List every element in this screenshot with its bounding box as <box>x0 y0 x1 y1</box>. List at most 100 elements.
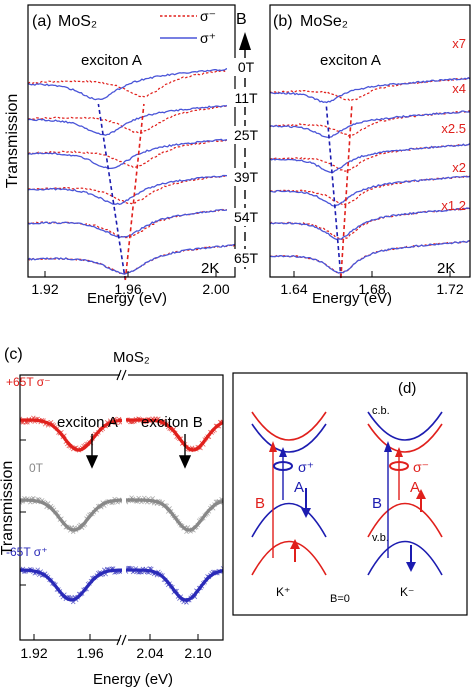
exciton-a-arrow-head <box>85 455 99 469</box>
panel-b: 1.64 1.68 1.72 (b) MoSe₂ exciton A 2K Ener… <box>269 4 471 307</box>
scale-factor-2: x2.5 <box>441 121 466 136</box>
series-minus65-label: -65T σ⁺ <box>6 545 48 559</box>
field-axis-marker: B <box>236 11 247 28</box>
panel-d: (d) c.b. v.b. K⁺ B=0 K⁻ B A σ⁺ <box>232 372 468 616</box>
kplus-label-b: B <box>255 495 265 512</box>
kminus-polarization-ring <box>389 461 409 471</box>
sigma-minus-curve-undefined5 <box>28 68 235 98</box>
c-x-tick-label-2: 2.04 <box>136 645 163 661</box>
kplus-cb-upper <box>251 411 327 441</box>
exciton-arrows <box>85 434 192 469</box>
panel-b-guide-lines <box>325 105 353 279</box>
panel-a-ylabel: Transmission <box>4 94 21 189</box>
kplus-spin-down-arrow-icon <box>301 508 311 518</box>
panel-c-left-data <box>20 415 122 605</box>
kminus-vb-lower <box>367 540 443 576</box>
field-label-bg-0 <box>227 249 265 267</box>
guide-sigma-plus <box>325 105 342 279</box>
fit-line-1-1 <box>126 498 223 532</box>
panel-b-label: (b) <box>273 13 293 30</box>
panel-a-annotation: exciton A <box>81 52 142 69</box>
guide-sigma-minus <box>340 105 353 279</box>
axis-break-marks <box>116 369 127 646</box>
field-label-bg-2 <box>227 168 265 186</box>
scale-factor-4: x1.2 <box>441 198 466 213</box>
cb-label: c.b. <box>372 405 390 417</box>
panel-b-ticks: 1.64 1.68 1.72 <box>280 271 464 297</box>
panel-b-curves <box>270 76 470 275</box>
c-x-tick-label-0: 1.92 <box>20 645 47 661</box>
valley-k-minus: K⁻ <box>400 585 414 599</box>
kplus-polarization-ring <box>273 461 293 471</box>
series-plus65-label: +65T σ⁻ <box>6 375 51 389</box>
panel-b-frame <box>269 4 471 278</box>
field-label-bg-3 <box>227 126 265 144</box>
sigma-minus-curve-undefined1 <box>270 207 470 241</box>
x-tick-label-0: 1.64 <box>280 281 307 297</box>
sigma-minus-curve-undefined2 <box>270 175 470 206</box>
legend-sigma-plus: σ⁺ <box>200 30 216 46</box>
kplus-spin-up-arrow-icon <box>290 539 300 549</box>
sigma-plus-curve-3 <box>270 142 470 174</box>
field-arrow-icon <box>239 32 251 50</box>
panel-d-label: (d) <box>398 380 416 397</box>
fit-line-2-1 <box>126 568 223 602</box>
field-label-4: 11T <box>234 90 258 106</box>
kminus-label-a: A <box>410 479 420 496</box>
panel-c-right-data <box>126 416 223 605</box>
panel-a-ticks: 1.92 1.96 2.00 <box>31 271 230 297</box>
panel-c-annotation-a: exciton A <box>57 414 118 431</box>
panel-c-ylabel: Transmission <box>0 461 16 556</box>
vb-label: v.b. <box>372 532 389 544</box>
panel-c-annotation-b: exciton B <box>141 414 203 431</box>
panel-a-temperature: 2K <box>201 260 219 277</box>
panel-a-label: (a) <box>32 13 52 30</box>
guide-sigma-minus <box>124 103 145 281</box>
scale-factor-3: x2 <box>452 160 466 175</box>
sigma-plus-curve-2 <box>28 174 235 205</box>
guide-sigma-plus <box>97 103 127 281</box>
legend-sigma-minus: σ⁻ <box>200 8 216 24</box>
panel-b-annotation: exciton A <box>320 52 381 69</box>
sigma-minus-curve-undefined2 <box>28 174 235 205</box>
x-tick-label-0: 1.92 <box>31 281 58 297</box>
sigma-minus-curve-undefined3 <box>28 138 235 168</box>
sigma-minus-curve-undefined4 <box>28 104 235 134</box>
fit-line-2-0 <box>20 568 122 602</box>
sigma-minus-curve-undefined3 <box>270 143 470 172</box>
kplus-label-a: A <box>294 479 304 496</box>
kplus-transition-b-arrow-icon <box>269 441 277 452</box>
panel-c-label: (c) <box>4 346 23 363</box>
kplus-cb-lower <box>251 423 327 453</box>
sigma-plus-curve-1 <box>270 207 470 241</box>
field-label-bg-5 <box>227 58 265 76</box>
field-label-2: 39T <box>234 169 259 185</box>
kminus-label-b: B <box>372 495 382 512</box>
panel-b-xlabel: Energy (eV) <box>312 290 392 307</box>
panel-d-frame <box>232 372 468 616</box>
kplus-vb-upper <box>251 502 327 538</box>
field-label-0: 65T <box>234 250 259 266</box>
series-zero-label: 0T <box>29 461 44 475</box>
valley-k-plus: K⁺ <box>276 585 290 599</box>
sigma-minus-curve-undefined4 <box>270 110 470 137</box>
panel-b-temperature: 2K <box>437 260 455 277</box>
c-x-tick-label-3: 2.10 <box>184 645 211 661</box>
kplus-transition-a-arrow-icon <box>279 447 287 457</box>
field-label-column: B 65T 54T 39T 25T 11T 0T <box>227 11 265 270</box>
field-label-1: 54T <box>234 209 259 225</box>
kminus-spin-down-arrow-icon <box>406 562 416 572</box>
panel-a-curves <box>28 67 235 275</box>
fit-line-0-1 <box>126 418 223 452</box>
kplus-label-sigma: σ⁺ <box>298 459 314 475</box>
kplus-vb-lower <box>251 540 327 576</box>
sigma-plus-curve-4 <box>270 110 470 139</box>
field-label-bg-4 <box>227 89 265 107</box>
scale-factor-1: x4 <box>452 81 466 96</box>
sigma-plus-curve-0 <box>270 240 470 274</box>
kminus-cb-lower <box>367 423 443 453</box>
kminus-vb-upper <box>367 502 443 538</box>
sigma-plus-curve-1 <box>28 208 235 238</box>
sigma-plus-curve-5 <box>28 67 235 101</box>
kminus-transition-b-arrow-icon <box>384 441 392 452</box>
